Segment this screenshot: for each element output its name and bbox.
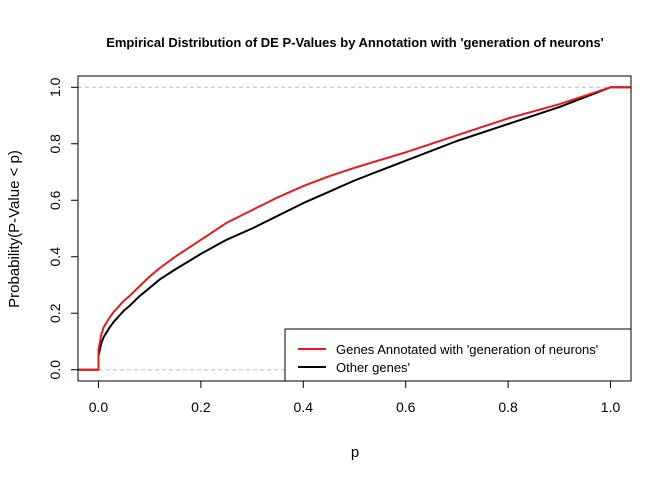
legend-box — [284, 328, 632, 382]
y-tick-label: 0.2 — [47, 303, 63, 323]
legend-label-annotated: Genes Annotated with 'generation of neur… — [336, 342, 598, 357]
legend-label-other: Other genes' — [336, 360, 410, 375]
series-layer — [78, 86, 631, 371]
reference-lines — [78, 86, 631, 371]
x-tick-label: 0.8 — [498, 399, 518, 415]
x-tick-label: 0.6 — [396, 399, 416, 415]
x-tick-label: 1.0 — [601, 399, 621, 415]
x-tick-label: 0.0 — [89, 399, 109, 415]
x-tick-label: 0.4 — [294, 399, 314, 415]
series-line-1 — [78, 86, 631, 371]
legend: Genes Annotated with 'generation of neur… — [284, 328, 632, 382]
x-tick-label: 0.2 — [191, 399, 211, 415]
x-axis-label: p — [351, 444, 359, 461]
y-axis: 0.0 0.2 0.4 0.6 0.8 1.0 — [47, 77, 79, 380]
series-line-0 — [78, 86, 631, 371]
y-tick-label: 0.6 — [47, 190, 63, 210]
y-tick-label: 1.0 — [47, 77, 63, 97]
y-axis-label: Probability(P-Value < p) — [6, 150, 23, 308]
chart-title: Empirical Distribution of DE P-Values by… — [106, 35, 604, 50]
y-tick-label: 0.4 — [47, 247, 63, 267]
x-axis: 0.0 0.2 0.4 0.6 0.8 1.0 — [89, 380, 621, 415]
y-tick-label: 0.8 — [47, 134, 63, 154]
y-tick-label: 0.0 — [47, 360, 63, 380]
